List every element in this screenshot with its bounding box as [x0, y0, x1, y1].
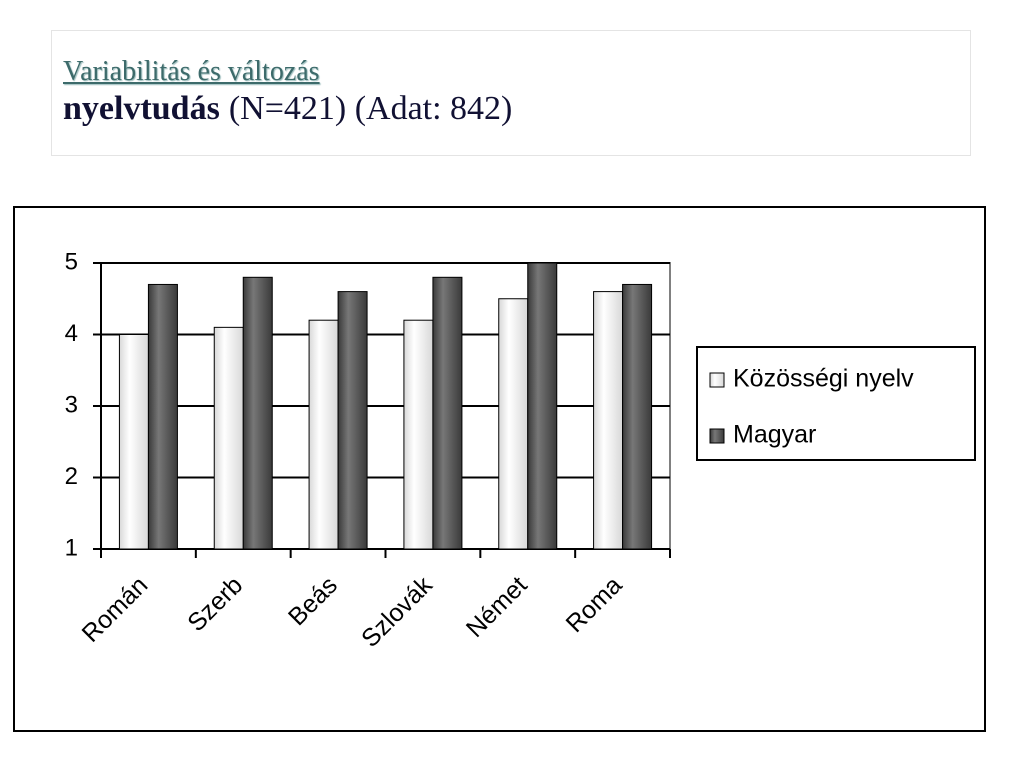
bar: [213, 326, 244, 550]
bar: [308, 319, 339, 550]
bar: [527, 262, 558, 550]
bar: [403, 319, 434, 550]
subtitle: nyelvtudás (N=421) (Adat: 842): [63, 90, 512, 127]
bar: [498, 298, 529, 550]
bar: [118, 334, 149, 550]
bar: [593, 291, 624, 550]
bar: [242, 276, 273, 550]
legend-label: Magyar: [733, 421, 816, 449]
legend-swatch: [709, 372, 725, 388]
bar: [622, 283, 653, 550]
bar: [147, 283, 178, 550]
legend-box: [696, 346, 976, 461]
legend-swatch: [709, 428, 725, 444]
legend-label: Közösségi nyelv: [733, 365, 914, 393]
y-tick-label: 5: [65, 248, 78, 275]
y-tick-label: 1: [65, 534, 78, 561]
bar: [337, 291, 368, 550]
header: Variabilitás és változás nyelvtudás (N=42…: [51, 30, 971, 156]
y-tick-label: 3: [65, 391, 78, 418]
title: Variabilitás és változás: [63, 56, 320, 87]
y-tick-label: 4: [65, 320, 78, 347]
bar: [432, 276, 463, 550]
subtitle-bold: nyelvtudás: [63, 90, 220, 127]
y-tick-label: 2: [65, 463, 78, 490]
subtitle-rest: (N=421) (Adat: 842): [228, 90, 513, 127]
